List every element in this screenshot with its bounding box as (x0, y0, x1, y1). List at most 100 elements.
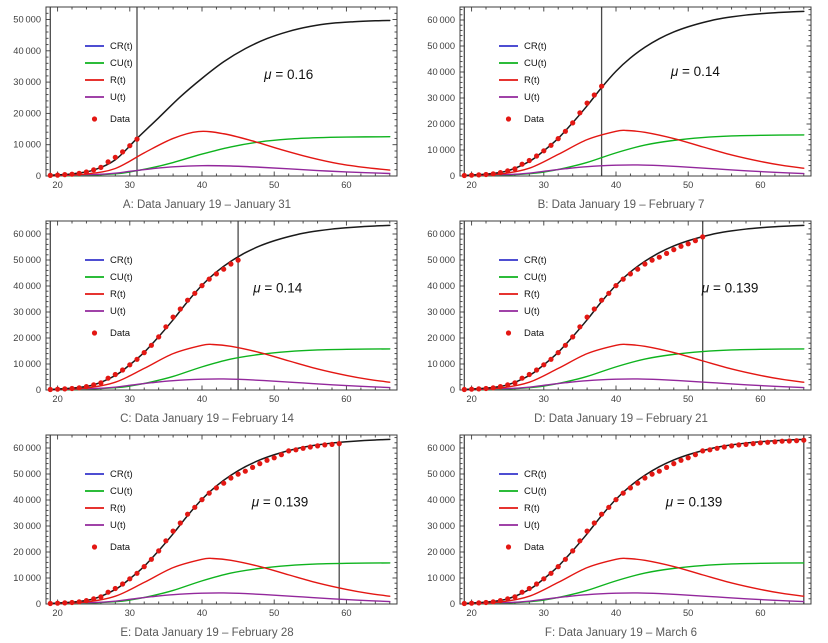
data-point (505, 168, 511, 174)
axis-tick-labels: 20 30 40 50 60 0 10 000 20 000 30 000 40 000 50 00… (427, 15, 765, 190)
legend: CR(t) CU(t) R(t) U(t) Data (499, 469, 547, 553)
legend-swatch-Data (91, 330, 98, 336)
curve-U (49, 378, 391, 391)
svg-text:0: 0 (36, 171, 41, 181)
data-point (461, 172, 467, 179)
data-point (112, 154, 118, 160)
data-point (570, 334, 576, 340)
legend-swatch-Data (91, 544, 98, 550)
curve-R (49, 343, 391, 391)
svg-text:50: 50 (269, 608, 279, 618)
data-point (199, 283, 205, 289)
data-point (548, 356, 554, 362)
svg-text:20: 20 (52, 180, 62, 190)
curve-U (463, 164, 805, 177)
legend-label: U(t) (110, 306, 126, 317)
data-series (461, 83, 605, 179)
model-curves (463, 10, 805, 177)
svg-text:50 000: 50 000 (427, 255, 455, 265)
axis-ticks (46, 435, 397, 605)
curve-R (463, 557, 805, 605)
mu-annotation: μ = 0.139 (701, 281, 759, 296)
panel-caption: D: Data January 19 – February 21 (534, 413, 708, 425)
data-point (156, 548, 162, 554)
data-point (519, 589, 525, 595)
data-point (794, 438, 800, 444)
svg-text:30 000: 30 000 (427, 307, 455, 317)
data-point (577, 110, 583, 116)
legend-label: U(t) (524, 520, 540, 531)
legend-label: CU(t) (524, 58, 547, 69)
svg-text:10 000: 10 000 (13, 359, 41, 369)
data-point (678, 243, 684, 249)
data-point (156, 334, 162, 340)
plot-frame (459, 220, 812, 391)
legend-label: R(t) (524, 503, 540, 514)
data-point (577, 538, 583, 544)
legend-label: R(t) (110, 503, 126, 514)
data-point (120, 581, 126, 587)
data-point (307, 444, 313, 450)
data-point (584, 100, 590, 106)
legend-swatch-Data (505, 116, 512, 122)
data-point (591, 306, 597, 312)
legend-label: U(t) (524, 306, 540, 317)
svg-text:60 000: 60 000 (427, 443, 455, 453)
data-point (620, 276, 626, 282)
svg-text:60 000: 60 000 (427, 15, 455, 25)
data-point (221, 480, 227, 486)
svg-text:20 000: 20 000 (427, 119, 455, 129)
model-curves (49, 438, 391, 605)
plot-frame (45, 434, 398, 605)
legend-label: R(t) (524, 289, 540, 300)
data-point (69, 171, 75, 177)
legend-label: Data (524, 328, 545, 339)
data-point (98, 594, 104, 600)
legend-label: U(t) (524, 92, 540, 103)
data-point (714, 445, 720, 451)
panel-B: 20 30 40 50 60 0 10 000 20 000 30 000 40 000 50 00… (414, 0, 828, 214)
data-point (678, 457, 684, 463)
legend-label: CU(t) (110, 272, 133, 283)
legend-swatch-Data (91, 116, 98, 122)
data-point (562, 556, 568, 562)
data-point (476, 600, 482, 606)
panel-C: 20 30 40 50 60 0 10 000 20 000 30 000 40 000 50 00… (0, 214, 414, 428)
plot-frame (459, 434, 812, 605)
svg-text:50: 50 (683, 608, 693, 618)
data-point (469, 172, 475, 178)
data-point (242, 468, 248, 474)
svg-text:50: 50 (683, 180, 693, 190)
data-point (483, 599, 489, 606)
data-point (548, 142, 554, 148)
data-series (47, 136, 140, 178)
data-point (599, 83, 605, 89)
axis-tick-labels: 20 30 40 50 60 0 10 000 20 000 30 000 40 000 50 00… (13, 15, 351, 191)
data-point (750, 441, 756, 447)
curve-U (49, 164, 391, 177)
chart-A: 20 30 40 50 60 0 10 000 20 000 30 000 40 000 50 00… (13, 6, 398, 191)
svg-text:60: 60 (755, 394, 765, 404)
svg-text:10 000: 10 000 (13, 573, 41, 583)
data-point (497, 598, 503, 604)
data-point (134, 136, 140, 142)
data-point (76, 385, 82, 391)
data-point (656, 468, 662, 474)
data-point (170, 314, 176, 320)
svg-text:40 000: 40 000 (427, 495, 455, 505)
data-point (635, 480, 641, 486)
plot-frame (45, 220, 398, 391)
legend-swatch-Data (505, 544, 512, 550)
legend-label: CR(t) (110, 469, 133, 480)
svg-text:60: 60 (341, 608, 351, 618)
data-point (206, 276, 212, 282)
svg-text:30: 30 (125, 608, 135, 618)
panel-A: 20 30 40 50 60 0 10 000 20 000 30 000 40 000 50 00… (0, 0, 414, 214)
plot-frame (459, 6, 812, 177)
svg-text:50: 50 (683, 394, 693, 404)
data-point (541, 148, 547, 154)
svg-text:40: 40 (197, 394, 207, 404)
svg-text:50: 50 (269, 180, 279, 190)
data-point (519, 375, 525, 381)
